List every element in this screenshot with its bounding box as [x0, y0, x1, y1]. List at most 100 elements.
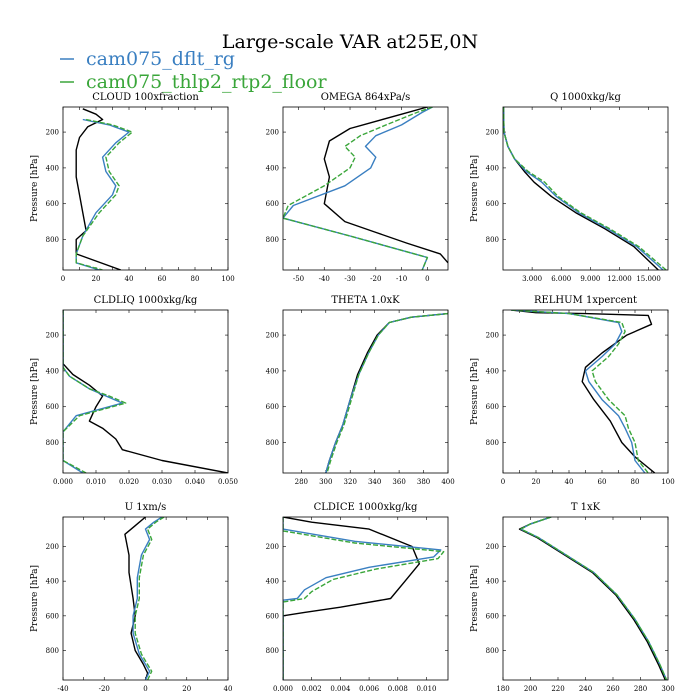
panel-title: T 1xK — [571, 502, 601, 513]
x-tick-label: 60 — [158, 275, 167, 283]
plot-frame — [282, 516, 449, 681]
chart-panel: Q 1000xkg/kg Pressure [hPa] 3.000 6.000 9.00… — [470, 92, 669, 283]
x-tick-label: 0.010 — [416, 685, 436, 693]
series-line — [283, 517, 445, 680]
chart-panel: CLOUD 100xfraction Pressure [hPa] 0 20 40 60 8… — [30, 92, 235, 283]
y-tick-label: 400 — [486, 367, 499, 375]
y-tick-label: 600 — [486, 403, 499, 411]
panel-title: CLDLIQ 1000xkg/kg — [94, 295, 198, 306]
panel-title: THETA 1.0xK — [331, 295, 400, 306]
series-group — [325, 312, 448, 473]
series-line — [503, 107, 667, 270]
x-tick-label: -10 — [396, 275, 407, 283]
chart-panel: OMEGA 864xPa/s -50 -40 -30 -20 -10 0 200 400 600 8… — [266, 92, 449, 283]
series-group — [75, 108, 134, 270]
x-tick-label: -20 — [370, 275, 381, 283]
y-axis-label: Pressure [hPa] — [470, 565, 480, 632]
plot-frame — [62, 106, 229, 271]
x-tick-label: 280 — [634, 685, 647, 693]
x-tick-label: 40 — [125, 275, 134, 283]
plot-frame — [282, 106, 449, 271]
x-tick-label: -30 — [344, 275, 355, 283]
series-line — [283, 107, 433, 270]
x-tick-label: 200 — [524, 685, 537, 693]
x-tick-label: 0.050 — [218, 478, 238, 486]
x-tick-label: 280 — [295, 478, 308, 486]
y-tick-label: 800 — [486, 647, 499, 655]
x-tick-label: 80 — [631, 478, 640, 486]
y-axis-label: Pressure [hPa] — [470, 358, 480, 425]
y-tick-label: 600 — [266, 612, 279, 620]
y-tick-label: 800 — [486, 439, 499, 447]
x-tick-label: -40 — [319, 275, 330, 283]
y-axis-label: Pressure [hPa] — [30, 358, 40, 425]
y-tick-label: 200 — [46, 129, 59, 137]
series-line — [134, 517, 165, 680]
x-tick-label: 80 — [191, 275, 200, 283]
plot-frame — [502, 106, 669, 271]
x-tick-label: 20 — [182, 685, 191, 693]
series-line — [511, 310, 646, 473]
y-tick-label: 600 — [266, 200, 279, 208]
chart-panel: CLDICE 1000xkg/kg 0.000 0.002 0.004 0.006 0.0… — [266, 502, 449, 693]
series-group — [283, 517, 445, 680]
x-tick-label: 3.000 — [522, 275, 542, 283]
plot-frame — [502, 516, 669, 681]
panel-title: RELHUM 1xpercent — [534, 295, 637, 306]
x-tick-label: 0.010 — [86, 478, 106, 486]
series-group — [518, 517, 668, 680]
x-tick-label: 220 — [551, 685, 564, 693]
y-tick-label: 400 — [266, 164, 279, 172]
x-tick-label: 40 — [565, 478, 574, 486]
x-tick-label: 0.006 — [359, 685, 380, 693]
series-group — [283, 107, 448, 270]
series-line — [63, 310, 124, 473]
plot-frame — [502, 309, 669, 474]
panel-title: OMEGA 864xPa/s — [321, 92, 411, 103]
chart-panel: U 1xm/s Pressure [hPa] -40 -20 0 20 40 200 400 60… — [30, 502, 232, 693]
series-line — [283, 517, 442, 680]
x-tick-label: 260 — [606, 685, 619, 693]
series-line — [326, 312, 448, 473]
series-line — [511, 310, 656, 473]
panel-title: Q 1000xkg/kg — [550, 92, 621, 103]
y-tick-label: 600 — [266, 403, 279, 411]
x-tick-label: 12.000 — [607, 275, 632, 283]
plot-frame — [62, 309, 229, 474]
plot-frame — [282, 309, 449, 474]
panel-grid: CLOUD 100xfraction Pressure [hPa] 0 20 40 60 8… — [30, 92, 675, 693]
panel-title: U 1xm/s — [125, 502, 167, 513]
x-tick-label: 0.000 — [273, 685, 293, 693]
x-tick-label: 300 — [319, 478, 332, 486]
chart-panel: CLDLIQ 1000xkg/kg Pressure [hPa] 0.000 0.01… — [30, 295, 238, 486]
legend-label-dflt: cam075_dflt_rg — [86, 48, 235, 70]
y-tick-label: 200 — [266, 129, 279, 137]
y-tick-label: 200 — [266, 543, 279, 551]
series-line — [325, 312, 448, 473]
series-line — [75, 118, 134, 270]
y-tick-label: 600 — [486, 200, 499, 208]
chart-panel: THETA 1.0xK 280 300 320 340 360 380 400 200 400 60… — [266, 295, 455, 486]
series-line — [503, 107, 664, 270]
series-line — [520, 517, 668, 680]
series-line — [323, 107, 448, 264]
y-tick-label: 800 — [46, 236, 59, 244]
x-tick-label: 20 — [92, 275, 101, 283]
y-tick-label: 800 — [266, 236, 279, 244]
y-tick-label: 400 — [266, 578, 279, 586]
series-line — [132, 517, 163, 680]
series-line — [63, 310, 127, 473]
series-group — [511, 310, 656, 473]
series-line — [63, 310, 228, 473]
series-line — [511, 310, 649, 473]
legend-label-floor: cam075_thlp2_rtp2_floor — [86, 71, 327, 93]
figure-title: Large-scale VAR at25E,0N — [222, 31, 478, 53]
x-tick-label: 9.000 — [580, 275, 600, 283]
x-tick-label: 15.000 — [636, 275, 661, 283]
series-line — [75, 108, 122, 270]
x-tick-label: 240 — [579, 685, 592, 693]
x-tick-label: -20 — [99, 685, 110, 693]
y-tick-label: 600 — [46, 612, 59, 620]
series-line — [518, 517, 666, 680]
y-tick-label: 400 — [46, 367, 59, 375]
